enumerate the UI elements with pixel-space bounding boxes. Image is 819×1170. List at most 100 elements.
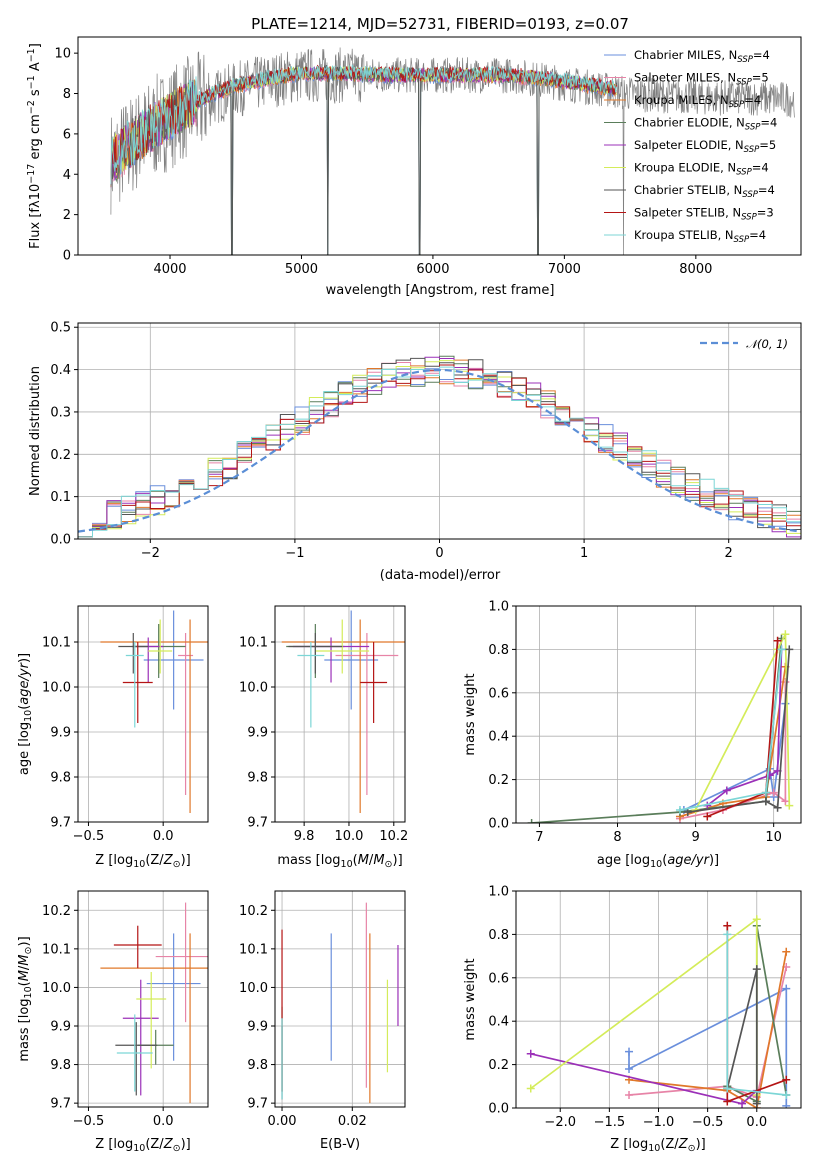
legend-label-chabrier-stelib: Chabrier STELIB, NSSP=4 <box>634 183 775 200</box>
legend-n-value: =4 <box>760 116 777 130</box>
x-tick-label: −0.5 <box>73 1114 105 1129</box>
series-marker-kroupa-stelib <box>761 788 770 797</box>
y-tick-label: 10.1 <box>42 942 71 957</box>
age-vs-z-x-label-part: / <box>159 853 164 868</box>
series-marker-chabrier-stelib <box>761 797 770 806</box>
y-tick-label: 0.0 <box>488 1102 509 1117</box>
legend-name: Salpeter STELIB <box>634 206 725 220</box>
series-marker-kroupa-elodie <box>781 630 790 639</box>
y-tick-label: 0.2 <box>50 448 71 463</box>
mass-vs-z-y-label-part: 10 <box>23 986 34 998</box>
mw-age-x-label-part: ( <box>662 853 667 868</box>
axes-frame <box>515 890 802 1109</box>
y-tick-label: 10.2 <box>239 904 268 919</box>
legend-n-value: =5 <box>752 71 769 85</box>
legend-n-prefix: , N <box>713 93 729 107</box>
series-marker-salpeter-miles <box>625 1090 634 1099</box>
legend-n-sub: SSP <box>737 55 753 65</box>
series-marker-kroupa-stelib <box>782 1090 791 1099</box>
model-spectrum-kroupa-stelib <box>110 64 617 185</box>
mass-vs-z-y-label-part: ⊙ <box>23 946 34 954</box>
axes-frame <box>274 605 406 823</box>
x-tick-label: −2 <box>141 546 160 561</box>
legend-label-chabrier-miles: Chabrier MILES, NSSP=4 <box>634 48 770 65</box>
mass-vs-z-y-label-part: )] <box>17 936 32 946</box>
x-tick-label: −0.5 <box>692 1115 724 1130</box>
y-tick-label: 9.9 <box>50 1020 71 1035</box>
x-tick-label: −0.5 <box>73 829 105 844</box>
y-tick-label: 4 <box>63 168 71 183</box>
legend-name: Kroupa STELIB <box>634 228 718 242</box>
x-tick-label: 0.02 <box>338 1114 367 1129</box>
axes-frame <box>515 605 802 824</box>
x-tick-label: 9 <box>691 830 699 845</box>
spectrum-y-label-part: −2 <box>26 100 37 114</box>
x-tick-label: 6000 <box>416 262 449 277</box>
mw-z-x-label-part: ( <box>660 1137 665 1152</box>
series-marker-chabrier-stelib <box>773 803 782 812</box>
y-tick-label: 0.6 <box>488 686 509 701</box>
normal-reference-curve <box>78 368 801 533</box>
mass-vs-z-x-label-part: Z <box>150 1137 159 1152</box>
y-tick-label: 6 <box>63 127 71 142</box>
y-tick-label: 10.1 <box>239 636 268 651</box>
x-tick-label: 0.0 <box>153 829 174 844</box>
y-tick-label: 9.7 <box>50 816 71 831</box>
mass-vs-z-x-label-part: Z [log <box>95 1137 133 1152</box>
series-marker-salpeter-stelib <box>723 1097 732 1106</box>
age-vs-mass-x-label-part: ⊙ <box>385 859 393 870</box>
mass-vs-z-y-label-part: mass [log <box>17 998 32 1061</box>
panel-residuals: −2 −1 0 1 2 0.0 0.1 0.2 0.3 0.4 0.5 <box>50 321 802 561</box>
y-tick-label: 0.4 <box>488 730 509 745</box>
legend-n-value: =3 <box>757 206 774 220</box>
y-tick-label: 0.2 <box>488 773 509 788</box>
legend-n-sub: SSP <box>745 123 761 133</box>
x-tick-label: 0.0 <box>153 1114 174 1129</box>
series-marker-chabrier-miles <box>782 984 791 993</box>
legend-name: Chabrier MILES <box>634 48 721 62</box>
series-marker-chabrier-elodie <box>527 819 536 823</box>
x-tick-label: 7000 <box>548 262 581 277</box>
mw-z-x-label-part: Z <box>678 1137 689 1152</box>
x-tick-label: 10.0 <box>334 829 363 844</box>
series-line-chabrier-miles <box>628 987 788 1106</box>
spectrum-y-label-part: A <box>28 62 43 75</box>
legend-n-value: =4 <box>744 93 761 107</box>
mw-z-x-label: Z [log10(Z/Z⊙)] <box>610 1137 705 1154</box>
plot-area <box>516 606 801 823</box>
x-tick-label: −2.0 <box>544 1115 576 1130</box>
mw-age-x-label: age [log10(age/yr)] <box>597 853 719 870</box>
x-tick-label: 5000 <box>285 262 318 277</box>
legend-n-prefix: , N <box>728 138 744 152</box>
panel-mass_weight_vs_Z: −2.0 −1.5 −1.0 −0.5 0.0 0.0 0.2 0.4 0.6 0.8 1.0 <box>488 885 802 1130</box>
axes-frame <box>274 890 406 1108</box>
spectrum-y-label-part: −1 <box>26 48 37 62</box>
age-vs-z-x-label-part: )] <box>181 853 191 868</box>
y-tick-label: 0.5 <box>50 321 71 336</box>
legend-name: Chabrier STELIB <box>634 183 726 197</box>
series-marker-kroupa-elodie <box>785 801 794 810</box>
series-line-kroupa-elodie <box>530 917 758 1095</box>
mw-age-x-label-part: )] <box>709 853 719 868</box>
legend-label-salpeter-elodie: Salpeter ELODIE, NSSP=5 <box>634 138 776 155</box>
series-marker-salpeter-stelib <box>703 812 712 821</box>
legend-n-prefix: , N <box>720 71 736 85</box>
series-marker-chabrier-stelib <box>683 808 692 817</box>
age-vs-z-x-label-part: ( <box>145 853 150 868</box>
y-tick-label: 10.1 <box>239 942 268 957</box>
x-tick-label: 7 <box>535 830 543 845</box>
plot-area <box>78 606 208 822</box>
mass-vs-z-x-label: Z [log10(Z/Z⊙)] <box>95 1137 190 1154</box>
mass_weight_vs_age-y-label: mass weight <box>463 673 478 755</box>
series-marker-salpeter-elodie <box>722 786 731 795</box>
age-vs-mass-x-label-part: / <box>369 853 374 868</box>
mass-vs-z-x-label-part: ( <box>145 1137 150 1152</box>
series-line-kroupa-elodie <box>694 633 791 811</box>
mass-vs-z-y-label-part: ( <box>17 981 32 986</box>
y-tick-label: 10.0 <box>42 981 71 996</box>
age-vs-z-x-label-part: ⊙ <box>173 859 181 870</box>
age-vs-z-x-label-part: Z <box>150 853 159 868</box>
y-tick-label: 2 <box>63 208 71 223</box>
axes-frame <box>77 322 802 540</box>
